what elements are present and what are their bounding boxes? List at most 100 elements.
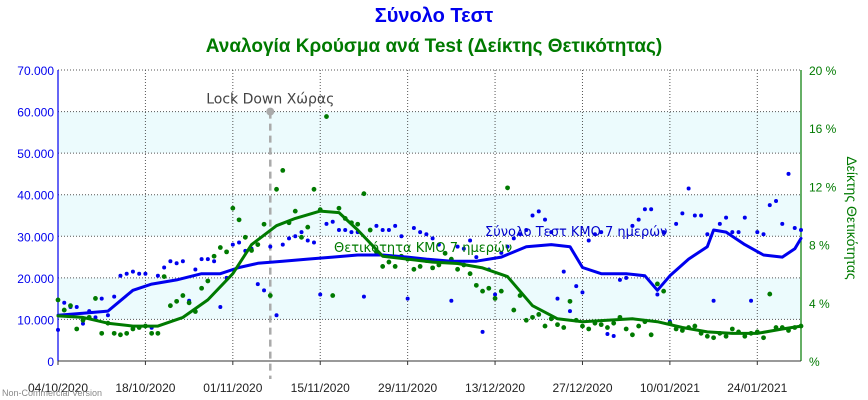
- x-tick-label: 15/11/2020: [291, 381, 350, 395]
- positivity-point: [729, 326, 735, 332]
- series-lines: [56, 209, 803, 335]
- positivity-point: [442, 250, 448, 256]
- tests-point: [299, 230, 304, 235]
- positivity-point: [330, 293, 336, 298]
- positivity-point: [74, 326, 80, 332]
- tests-point: [536, 209, 541, 214]
- tests-point: [212, 259, 217, 264]
- tests-point: [624, 275, 629, 280]
- tests-point: [455, 244, 460, 249]
- tests-point: [642, 207, 647, 212]
- tests-point: [205, 257, 210, 262]
- positivity-point: [567, 298, 573, 304]
- tests-point: [237, 240, 242, 245]
- tests-moving-average-line: [56, 228, 803, 317]
- tests-point: [493, 292, 498, 297]
- tests-point: [574, 284, 579, 289]
- positivity-point: [654, 281, 660, 287]
- tests-point: [436, 242, 441, 247]
- positivity-point: [149, 330, 155, 336]
- positivity-point: [586, 326, 592, 332]
- tests-point: [336, 228, 341, 233]
- grid-band: [58, 194, 801, 237]
- tests-point: [561, 269, 566, 274]
- positivity-point: [467, 271, 473, 277]
- tests-point: [274, 313, 279, 318]
- x-tick-label: 01/11/2020: [203, 381, 262, 395]
- tests-point: [592, 232, 597, 237]
- tests-point: [780, 221, 785, 226]
- tests-point: [143, 271, 148, 276]
- positivity-point: [155, 330, 161, 336]
- tests-point: [480, 329, 485, 334]
- tests-point: [280, 242, 285, 247]
- tests-point: [543, 217, 548, 222]
- positivity-point: [167, 303, 173, 309]
- footer-credit: Non-Commercial Version: [2, 388, 102, 398]
- positivity-point: [380, 264, 386, 269]
- tests-point: [411, 225, 416, 230]
- positivity-point: [174, 298, 180, 304]
- tests-point: [555, 296, 560, 301]
- tests-point: [717, 221, 722, 226]
- positivity-point: [455, 266, 460, 272]
- tests-point: [424, 232, 429, 237]
- tests-series-label: Σύνολο Τεστ ΚΜΟ 7 ημερών: [485, 225, 667, 240]
- tests-point: [405, 296, 410, 301]
- positivity-point: [311, 186, 317, 192]
- positivity-point: [205, 278, 211, 284]
- positivity-point: [536, 312, 542, 317]
- tests-point: [468, 238, 473, 243]
- tests-point: [505, 244, 510, 249]
- tests-point: [549, 230, 554, 235]
- right-axis-ticks: % 4 % 8 % 12 % 16 % 20 %: [809, 64, 837, 369]
- tests-point: [767, 203, 772, 208]
- positivity-point: [267, 293, 273, 298]
- tests-point: [605, 331, 610, 336]
- positivity-point: [611, 320, 617, 326]
- positivity-point: [430, 265, 436, 271]
- positivity-point: [261, 221, 267, 227]
- positivity-point: [274, 186, 279, 192]
- x-tick-label: 18/10/2020: [115, 381, 175, 395]
- tests-point: [93, 315, 98, 320]
- tests-point: [118, 273, 123, 278]
- left-tick-label: 0: [47, 355, 54, 369]
- positivity-point: [211, 253, 217, 259]
- tests-point: [62, 300, 67, 305]
- tests-point: [518, 232, 523, 237]
- tests-point: [792, 225, 797, 230]
- positivity-point: [561, 325, 567, 330]
- tests-point: [742, 215, 747, 220]
- tests-point: [112, 294, 117, 299]
- positivity-point: [355, 221, 361, 227]
- tests-point: [380, 228, 385, 233]
- tests-point: [724, 215, 729, 220]
- positivity-point: [480, 288, 485, 294]
- positivity-point: [623, 326, 629, 332]
- tests-point: [761, 232, 766, 237]
- tests-point: [449, 298, 454, 303]
- tests-point: [649, 207, 654, 212]
- chart-subtitle: Αναλογία Κρούσμα ανά Test (Δείκτης Θετικ…: [206, 36, 663, 57]
- tests-point: [736, 230, 741, 235]
- positivity-point: [679, 328, 685, 333]
- tests-point: [599, 230, 604, 235]
- tests-point: [636, 217, 641, 222]
- positivity-point: [767, 291, 773, 297]
- tests-point: [661, 230, 666, 235]
- positivity-point: [711, 335, 716, 341]
- tests-point: [511, 236, 516, 241]
- positivity-scatter: [55, 114, 804, 341]
- tests-point: [686, 186, 691, 191]
- tests-point: [124, 271, 129, 276]
- positivity-point: [280, 167, 286, 173]
- tests-point: [786, 171, 791, 176]
- tests-point: [580, 290, 585, 295]
- positivity-point: [742, 333, 748, 339]
- alternating-bands: [58, 111, 801, 320]
- tests-point: [630, 223, 635, 228]
- x-tick-label: 29/11/2020: [378, 381, 437, 395]
- positivity-point: [61, 307, 67, 313]
- positivity-point: [130, 326, 136, 332]
